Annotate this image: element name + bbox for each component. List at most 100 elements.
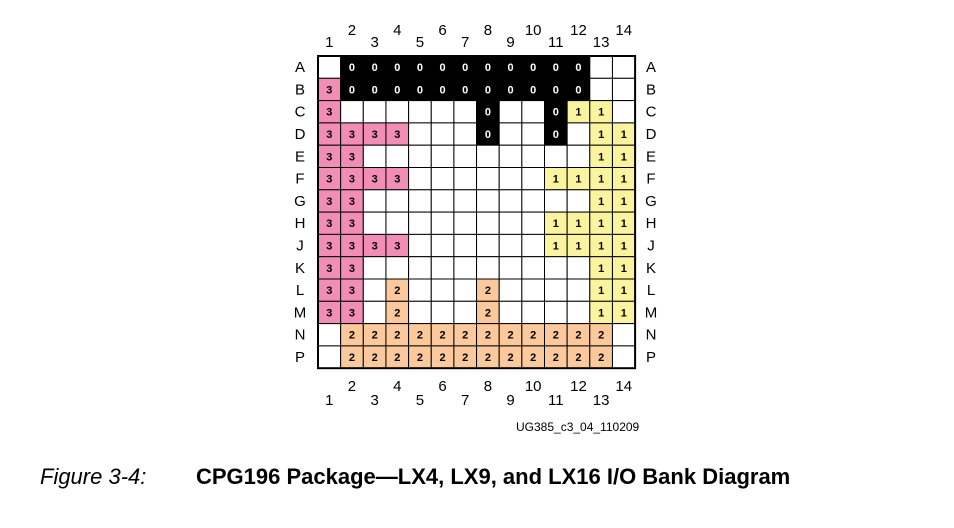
bank-number: 3 [326,196,332,208]
cell [362,211,387,235]
column-label: 12 [570,22,587,39]
row-label: D [295,126,306,143]
cell [362,256,387,280]
row-label: F [646,171,655,188]
cell [476,256,500,280]
bank-number: 3 [349,307,355,319]
bank-number: 0 [485,84,491,96]
bank-number: 1 [621,240,627,252]
bank-number: 0 [575,84,581,96]
column-label: 6 [438,378,446,395]
bank-number: 1 [598,174,604,186]
bank-number: 1 [621,196,627,208]
cell [589,55,613,79]
bank-number: 1 [598,307,604,319]
column-label: 2 [348,378,356,395]
column-label: 8 [484,22,492,39]
bank-number: 0 [553,107,559,119]
bank-number: 1 [621,307,627,319]
cell [453,189,478,213]
row-label: G [294,193,306,210]
row-label: J [647,238,655,255]
bank-number: 0 [394,62,400,74]
bank-number: 2 [507,352,513,364]
bank-number: 3 [349,218,355,230]
bank-number: 3 [326,307,332,319]
row-label: N [646,327,657,344]
cell [589,77,613,102]
row-label: M [645,304,658,321]
column-label: 13 [593,34,610,51]
bank-number: 2 [372,352,378,364]
cell [385,189,410,213]
bank-number: 3 [349,285,355,297]
row-label: L [296,282,304,299]
bank-number: 0 [372,62,378,74]
cell [521,122,545,146]
bank-number: 3 [349,196,355,208]
bank-number: 1 [621,174,627,186]
cell [476,233,500,258]
cell [408,256,432,280]
bank-number: 2 [417,352,423,364]
cell [430,122,455,146]
cell [566,122,591,146]
bank-number: 0 [507,62,513,74]
bank-number: 3 [326,218,332,230]
row-label: L [647,282,655,299]
figure-title: CPG196 Package—LX4, LX9, and LX16 I/O Ba… [196,464,790,489]
cell [408,100,432,124]
column-label: 1 [325,34,333,51]
bank-number: 0 [462,62,468,74]
column-label: 9 [506,392,514,409]
cell [476,167,500,191]
cell [498,211,523,235]
bank-number: 1 [553,240,559,252]
row-label: A [646,59,656,76]
bank-number: 3 [372,129,378,141]
bank-number: 2 [575,330,581,342]
cell [430,100,455,124]
cell [566,189,591,213]
column-label: 13 [593,392,610,409]
bank-number: 0 [462,84,468,96]
column-label: 1 [325,392,333,409]
cell [408,122,432,146]
bank-number: 3 [349,263,355,275]
bank-number: 3 [326,240,332,252]
bank-number: 0 [507,84,513,96]
cell [430,233,455,258]
cell [317,345,342,369]
bank-number: 3 [349,174,355,186]
cell [453,256,478,280]
bank-number: 0 [553,84,559,96]
row-label: E [646,148,656,165]
cell [385,144,410,168]
cell [362,144,387,168]
bank-number: 3 [326,84,332,96]
bank-number: 0 [575,62,581,74]
bank-number: 1 [621,129,627,141]
bank-number: 2 [553,330,559,342]
bank-number: 3 [372,174,378,186]
cell [498,122,523,146]
cell [544,278,568,302]
column-label: 11 [548,34,564,51]
bank-number: 0 [440,62,446,74]
bank-number: 2 [485,285,491,297]
bank-number: 1 [598,285,604,297]
row-label: P [295,349,305,366]
row-label: J [296,238,304,255]
bank-number: 2 [485,330,491,342]
cell [521,167,545,191]
bank-number: 0 [553,62,559,74]
row-label: B [295,81,305,98]
column-label: 2 [348,22,356,39]
cell [453,300,478,325]
bank-number: 2 [575,352,581,364]
cell [453,167,478,191]
bank-number: 0 [485,107,491,119]
column-label: 4 [393,378,401,395]
bank-number: 3 [326,129,332,141]
